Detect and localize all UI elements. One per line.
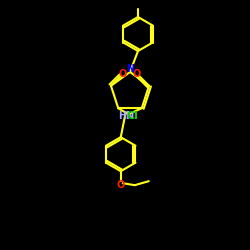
Text: O: O [133,69,141,79]
Text: N: N [126,64,134,74]
Text: Cl: Cl [126,111,138,121]
Text: O: O [119,69,127,79]
Text: HN: HN [118,111,134,121]
Text: O: O [117,180,125,190]
